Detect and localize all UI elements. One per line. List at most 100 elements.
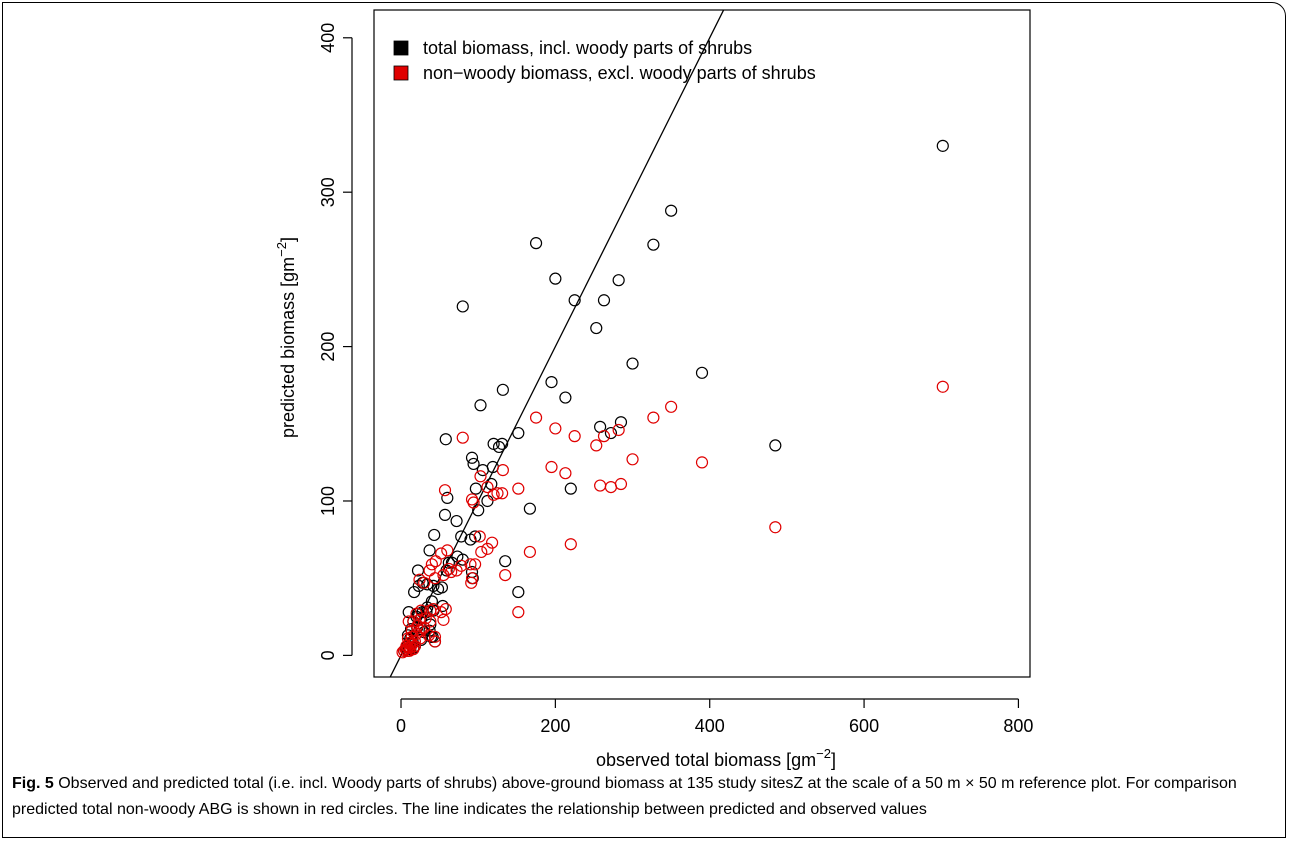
point-total-biomass	[464, 533, 477, 546]
point-non-woody-biomass	[491, 487, 504, 500]
legend-swatch	[393, 40, 409, 56]
point-total-biomass	[469, 482, 482, 495]
y-tick-label: 400	[318, 23, 338, 53]
point-non-woody-biomass	[450, 564, 463, 577]
point-non-woody-biomass	[594, 479, 607, 492]
point-total-biomass	[425, 595, 438, 608]
point-non-woody-biomass	[626, 453, 639, 466]
point-non-woody-biomass	[614, 477, 628, 491]
x-tick-label: 400	[695, 716, 725, 736]
point-total-biomass	[467, 457, 480, 471]
y-tick-label: 300	[318, 177, 338, 207]
point-non-woody-biomass	[467, 496, 480, 509]
point-non-woody-biomass	[473, 530, 486, 543]
y-tick-label: 100	[318, 486, 338, 516]
point-total-biomass	[442, 556, 455, 569]
point-non-woody-biomass	[428, 572, 442, 585]
point-total-biomass	[512, 585, 525, 599]
point-non-woody-biomass	[437, 613, 450, 626]
point-non-woody-biomass	[445, 565, 458, 579]
point-total-biomass	[465, 451, 479, 464]
point-total-biomass	[665, 204, 678, 217]
point-total-biomass	[545, 375, 558, 389]
point-non-woody-biomass	[475, 545, 488, 559]
caption-label: Fig. 5	[12, 775, 54, 792]
point-non-woody-biomass	[559, 467, 572, 480]
reference-line	[389, 10, 725, 677]
point-non-woody-biomass	[441, 544, 454, 557]
point-total-biomass	[423, 544, 436, 557]
x-tick-label: 800	[1003, 716, 1033, 736]
point-non-woody-biomass	[407, 615, 420, 628]
x-tick-label: 600	[849, 716, 879, 736]
point-non-woody-biomass	[428, 630, 442, 643]
axes-layer: 0 200 400 600 800 0 100 200 300 400 observed total…	[274, 9, 1033, 770]
point-total-biomass	[499, 555, 512, 568]
point-total-biomass	[438, 508, 452, 521]
point-non-woody-biomass	[481, 480, 494, 494]
point-non-woody-biomass	[545, 460, 558, 474]
x-tick-label: 0	[396, 716, 406, 736]
point-total-biomass	[936, 139, 949, 152]
point-non-woody-biomass	[665, 400, 678, 413]
point-total-biomass	[455, 530, 468, 543]
point-total-biomass	[512, 426, 525, 440]
point-total-biomass	[590, 321, 603, 335]
point-non-woody-biomass	[425, 558, 438, 571]
point-total-biomass	[481, 494, 494, 508]
point-non-woody-biomass	[512, 482, 525, 495]
point-non-woody-biomass	[428, 635, 442, 648]
point-total-biomass	[441, 491, 454, 504]
point-total-biomass	[439, 433, 452, 446]
point-non-woody-biomass	[512, 606, 525, 619]
point-total-biomass	[408, 585, 421, 599]
point-non-woody-biomass	[936, 380, 949, 393]
point-total-biomass	[568, 294, 581, 307]
point-non-woody-biomass	[564, 538, 577, 551]
point-non-woody-biomass	[469, 558, 482, 571]
point-total-biomass	[559, 391, 572, 404]
point-non-woody-biomass	[485, 536, 499, 549]
point-non-woody-biomass	[465, 572, 479, 585]
point-non-woody-biomass	[496, 464, 509, 477]
point-non-woody-biomass	[568, 430, 581, 443]
point-non-woody-biomass	[429, 555, 442, 568]
point-total-biomass	[597, 294, 611, 307]
point-total-biomass	[496, 383, 509, 396]
point-non-woody-biomass	[423, 564, 436, 577]
point-non-woody-biomass	[397, 644, 411, 657]
point-non-woody-biomass	[465, 576, 478, 589]
point-total-biomass	[474, 399, 487, 412]
point-non-woody-biomass	[455, 559, 468, 572]
point-total-biomass	[523, 502, 536, 515]
point-non-woody-biomass	[438, 484, 452, 497]
x-axis-label: observed total biomass [gm−2]	[596, 746, 836, 770]
point-total-biomass	[492, 440, 506, 454]
point-non-woody-biomass	[769, 521, 782, 534]
y-axis-label: predicted biomass [gm−2]	[274, 237, 298, 438]
point-total-biomass	[496, 437, 509, 450]
point-non-woody-biomass	[481, 542, 494, 555]
point-total-biomass	[604, 426, 618, 440]
legend: total biomass, incl. woody parts of shru…	[393, 38, 816, 83]
point-non-woody-biomass	[456, 431, 469, 444]
point-total-biomass	[614, 416, 628, 429]
point-total-biomass	[428, 528, 441, 542]
point-non-woody-biomass	[612, 423, 625, 437]
point-non-woody-biomass	[499, 568, 512, 582]
point-total-biomass	[476, 464, 489, 477]
point-total-biomass	[427, 579, 440, 593]
point-non-woody-biomass	[549, 422, 562, 435]
point-non-woody-biomass	[474, 470, 487, 483]
point-non-woody-biomass	[496, 487, 509, 500]
point-non-woody-biomass	[695, 456, 709, 469]
point-total-biomass	[769, 439, 782, 452]
figure-caption: Fig. 5 Observed and predicted total (i.e…	[12, 771, 1274, 823]
scatter-chart: 0 200 400 600 800 0 100 200 300 400 observed total…	[274, 9, 1033, 770]
point-total-biomass	[647, 238, 660, 251]
point-non-woody-biomass	[418, 576, 431, 589]
point-non-woody-biomass	[604, 480, 618, 494]
point-non-woody-biomass	[647, 411, 660, 424]
plot-box	[373, 9, 1031, 678]
